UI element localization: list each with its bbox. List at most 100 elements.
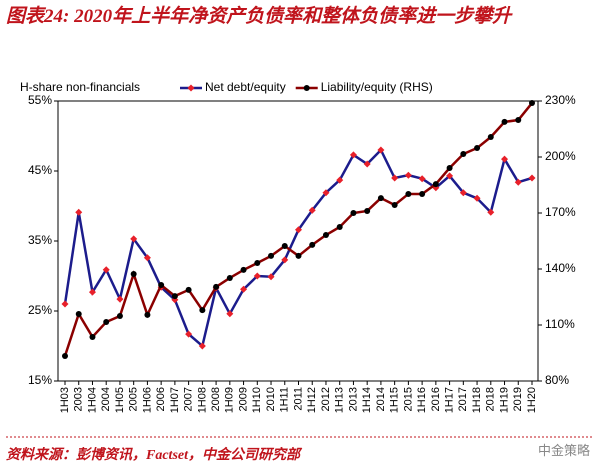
marker <box>213 283 220 290</box>
x-tick-label: 2014 <box>375 387 387 411</box>
marker <box>446 165 453 172</box>
y2-tick-label: 200% <box>545 149 576 163</box>
marker <box>501 118 508 125</box>
marker <box>116 295 124 303</box>
marker <box>89 333 96 340</box>
y2-tick-label: 80% <box>545 373 569 387</box>
marker <box>528 174 536 182</box>
x-tick-label: 1H05 <box>114 387 126 413</box>
x-tick-label: 1H18 <box>471 387 483 413</box>
plot-frame <box>57 100 539 382</box>
x-tick-label: 1H08 <box>196 387 208 413</box>
legend-marker <box>303 85 310 91</box>
marker <box>501 155 509 163</box>
marker <box>144 311 151 318</box>
marker <box>515 117 522 124</box>
marker <box>240 285 248 293</box>
marker <box>404 171 412 179</box>
x-tick-label: 2015 <box>402 387 414 411</box>
marker <box>226 274 233 281</box>
x-tick-label: 2003 <box>73 387 85 411</box>
y2-tick-label: 110% <box>545 317 575 331</box>
marker <box>254 260 261 267</box>
marker <box>322 232 329 239</box>
x-tick-label: 1H07 <box>169 387 181 413</box>
marker <box>405 190 412 197</box>
marker <box>61 300 69 308</box>
x-tick-label: 2019 <box>512 387 524 411</box>
legend-label: Liability/equity (RHS) <box>321 80 433 94</box>
marker <box>377 146 385 154</box>
marker <box>322 189 330 197</box>
x-tick-label: 1H13 <box>334 387 346 413</box>
y-tick-label: 35% <box>28 233 52 247</box>
marker <box>336 176 344 184</box>
y2-tick-label: 230% <box>545 93 576 107</box>
watermark: 中金策略 <box>537 443 590 458</box>
x-tick-label: 1H19 <box>498 387 510 413</box>
marker <box>487 134 494 141</box>
y-tick-label: 55% <box>28 93 52 107</box>
marker <box>364 207 371 214</box>
legend-label: Net debt/equity <box>205 80 286 94</box>
marker <box>281 243 288 250</box>
x-tick-label: 1H12 <box>306 387 318 413</box>
y-tick-label: 45% <box>28 163 52 177</box>
x-tick-label: 1H20 <box>526 387 538 413</box>
marker <box>185 286 192 293</box>
x-tick-label: 1H15 <box>389 387 401 413</box>
x-tick-label: 1H17 <box>443 387 455 413</box>
marker <box>198 342 206 350</box>
series-line <box>63 147 533 349</box>
chart-title: 图表24: 2020年上半年净资产负债率和整体负债率进一步攀升 <box>6 6 512 27</box>
x-tick-label: 2005 <box>128 387 140 411</box>
x-tick-label: 1H10 <box>251 387 263 413</box>
marker <box>62 352 68 359</box>
marker <box>363 160 371 168</box>
marker <box>418 175 426 183</box>
marker <box>143 254 151 262</box>
marker <box>309 241 316 248</box>
marker <box>419 190 426 197</box>
marker <box>240 266 247 273</box>
marker <box>130 235 138 243</box>
y-tick-label: 25% <box>28 303 52 317</box>
marker <box>295 252 302 259</box>
marker <box>391 201 398 208</box>
marker <box>295 226 302 234</box>
x-tick-label: 2007 <box>183 387 195 411</box>
marker <box>514 178 522 186</box>
x-tick-label: 2017 <box>457 387 469 411</box>
x-tick-label: 2009 <box>237 387 249 411</box>
x-tick-label: 2011 <box>292 387 304 411</box>
x-tick-label: 2006 <box>155 387 167 411</box>
marker <box>529 100 535 107</box>
marker <box>474 145 481 152</box>
x-tick-label: 2008 <box>210 387 222 411</box>
marker <box>391 174 399 182</box>
source: 资料来源：彭博资讯，Factset，中金公司研究部 <box>6 448 300 463</box>
marker <box>185 330 193 338</box>
marker <box>171 293 178 300</box>
x-tick-label: 1H09 <box>224 387 236 413</box>
x-tick-label: 1H11 <box>279 387 291 412</box>
marker <box>130 271 137 278</box>
marker <box>103 319 110 326</box>
marker <box>446 172 454 180</box>
x-tick-label: 1H03 <box>59 387 71 413</box>
marker <box>377 195 384 202</box>
marker <box>158 282 165 289</box>
marker <box>75 208 83 216</box>
x-tick-label: 2012 <box>320 387 332 411</box>
marker <box>116 313 123 320</box>
marker <box>487 208 495 216</box>
marker <box>349 151 357 159</box>
x-tick-label: 1H06 <box>141 387 153 413</box>
marker <box>267 273 275 281</box>
x-tick-label: 1H14 <box>361 387 373 413</box>
y2-tick-label: 170% <box>545 205 576 219</box>
marker <box>75 310 82 317</box>
marker <box>432 181 439 188</box>
